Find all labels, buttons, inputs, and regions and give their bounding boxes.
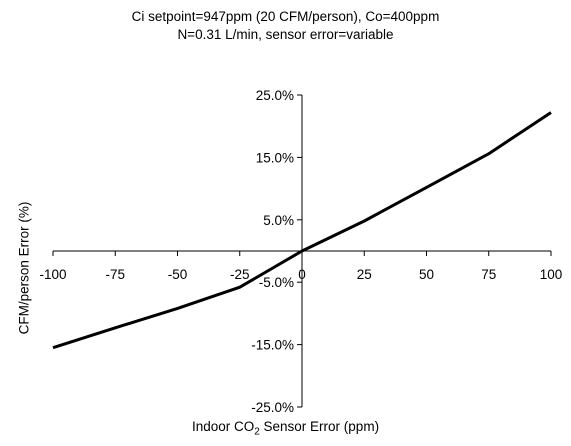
chart-title: Ci setpoint=947ppm (20 CFM/person), Co=4… xyxy=(131,9,440,24)
tick-labels: -100 -75 -50 -25 0 25 50 75 100 25.0% 15.0% 5.0% -5.… xyxy=(39,88,562,415)
y-axis-label: CFM/person Error (%) xyxy=(16,201,32,335)
x-tick-label: 0 xyxy=(298,267,306,282)
y-tick-label: -5.0% xyxy=(259,275,294,290)
x-tick-label: 50 xyxy=(419,267,434,282)
x-tick-label: 100 xyxy=(540,267,563,282)
x-tick-label: -50 xyxy=(168,267,188,282)
y-tick-label: -15.0% xyxy=(251,338,294,353)
series-layer xyxy=(52,111,552,350)
y-tick-label: 25.0% xyxy=(256,88,294,103)
tick-marks xyxy=(52,94,552,408)
x-tick-label: -100 xyxy=(39,267,66,282)
x-tick-label: -25 xyxy=(230,267,250,282)
y-tick-label: 15.0% xyxy=(256,150,294,165)
x-axis-label: Indoor CO2 Sensor Error (ppm) xyxy=(191,419,380,438)
x-tick-label: -75 xyxy=(105,267,125,282)
y-tick-label: 5.0% xyxy=(263,213,294,228)
chart-subtitle: N=0.31 L/min, sensor error=variable xyxy=(177,27,394,42)
x-tick-label: 75 xyxy=(481,267,496,282)
x-tick-label: 25 xyxy=(357,267,372,282)
y-tick-label: -25.0% xyxy=(251,400,294,415)
